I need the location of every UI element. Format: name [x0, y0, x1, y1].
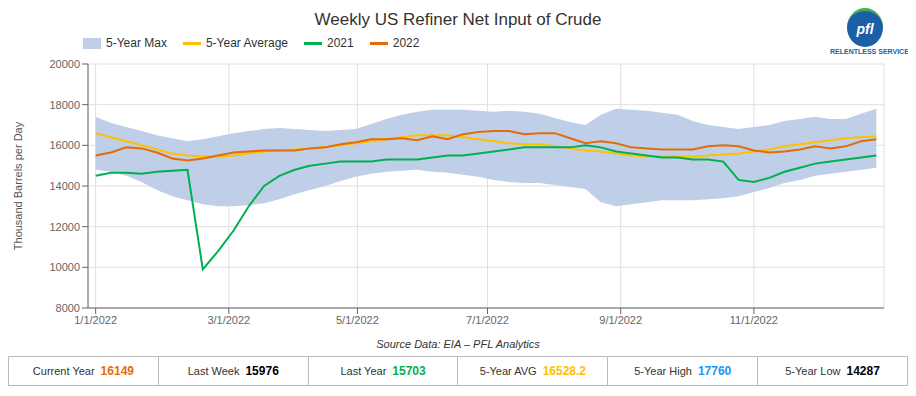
html-text:2021: 2021 — [327, 36, 354, 50]
svg-text:10000: 10000 — [49, 261, 80, 273]
html-text:5-Year AVG: 5-Year AVG — [479, 365, 537, 377]
html-text:14287: 14287 — [846, 364, 880, 378]
html-text:16149: 16149 — [100, 364, 134, 378]
svg-text:11/1/2022: 11/1/2022 — [730, 314, 778, 326]
html-text:Source Data: EIA – PFL Analyti: Source Data: EIA – PFL Analytics — [376, 338, 540, 350]
html-text:pfl: pfl — [856, 21, 874, 37]
html-text:Current Year: Current Year — [32, 365, 95, 377]
html-text:Last Week: Last Week — [187, 365, 240, 377]
html-text:5-Year Low: 5-Year Low — [785, 365, 841, 377]
svg-text:16000: 16000 — [49, 139, 80, 151]
svg-text:14000: 14000 — [49, 180, 80, 192]
svg-text:18000: 18000 — [49, 99, 80, 111]
svg-text:5/1/2022: 5/1/2022 — [336, 314, 379, 326]
html-text:5-Year High: 5-Year High — [634, 365, 692, 377]
svg-text:20000: 20000 — [49, 58, 80, 70]
html-text:15976: 15976 — [245, 364, 279, 378]
html-text:RELENTLESS SERVICE: RELENTLESS SERVICE — [830, 48, 909, 55]
html-text:16528.2: 16528.2 — [542, 364, 586, 378]
html-text:15703: 15703 — [392, 364, 426, 378]
html-text:5-Year Average: 5-Year Average — [205, 36, 288, 50]
html-text:Last Year: Last Year — [340, 365, 387, 377]
svg-text:9/1/2022: 9/1/2022 — [599, 314, 642, 326]
html-text:5-Year Max: 5-Year Max — [106, 36, 167, 50]
svg-text:12000: 12000 — [49, 221, 80, 233]
html-text:Weekly US Refiner Net Input of: Weekly US Refiner Net Input of Crude — [314, 10, 602, 29]
svg-text:Thousand Barrels per Day: Thousand Barrels per Day — [12, 121, 24, 250]
svg-text:1/1/2022: 1/1/2022 — [74, 314, 117, 326]
svg-text:8000: 8000 — [56, 302, 80, 314]
html-text:2022: 2022 — [392, 36, 420, 50]
html-text:17760: 17760 — [697, 364, 732, 378]
svg-text:3/1/2022: 3/1/2022 — [207, 314, 250, 326]
svg-text:7/1/2022: 7/1/2022 — [466, 314, 509, 326]
